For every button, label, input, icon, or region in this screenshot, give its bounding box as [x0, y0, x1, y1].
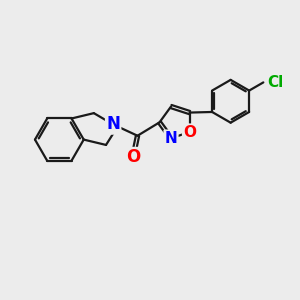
Text: O: O [183, 124, 196, 140]
Text: N: N [106, 116, 120, 134]
Text: Cl: Cl [267, 75, 283, 90]
Text: O: O [126, 148, 140, 166]
Text: N: N [165, 131, 177, 146]
